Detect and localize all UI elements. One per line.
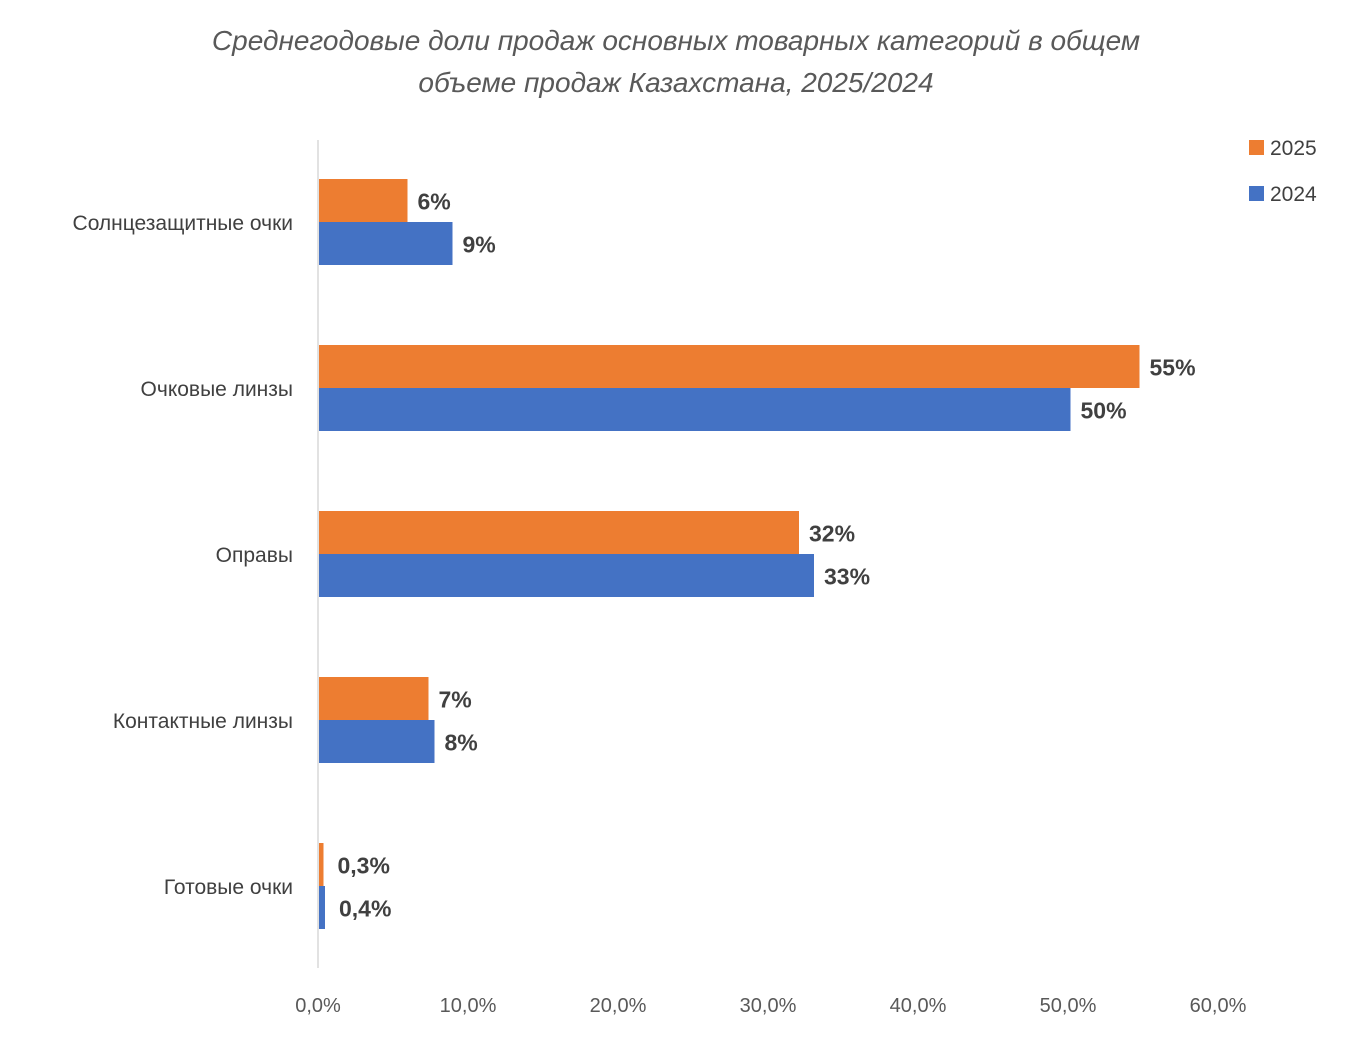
- x-tick-label: 0,0%: [295, 995, 341, 1017]
- data-label-2025: 0,3%: [338, 853, 390, 879]
- data-label-2024: 0,4%: [339, 896, 391, 922]
- legend-swatch-2024: [1249, 186, 1264, 201]
- chart-title-line-2: объеме продаж Казахстана, 2025/2024: [418, 67, 933, 98]
- x-tick-label: 50,0%: [1040, 995, 1097, 1017]
- bar-2024: [319, 388, 1071, 431]
- bar-2024: [319, 720, 435, 763]
- category-label: Оправы: [216, 544, 293, 567]
- data-label-2024: 9%: [463, 232, 496, 258]
- category-label: Солнцезащитные очки: [73, 212, 293, 235]
- data-label-2025: 7%: [439, 687, 472, 713]
- legend-label-2025: 2025: [1270, 137, 1317, 160]
- category-label: Готовые очки: [164, 876, 293, 899]
- x-tick-label: 20,0%: [590, 995, 647, 1017]
- bar-2025: [319, 511, 799, 554]
- x-tick-label: 60,0%: [1190, 995, 1247, 1017]
- x-tick-label: 10,0%: [440, 995, 497, 1017]
- bar-2024: [319, 222, 453, 265]
- data-label-2024: 8%: [445, 730, 478, 756]
- bar-2025: [319, 677, 429, 720]
- data-label-2024: 33%: [824, 564, 870, 590]
- bar-2025: [319, 843, 324, 886]
- data-label-2025: 6%: [418, 189, 451, 215]
- x-tick-label: 40,0%: [890, 995, 947, 1017]
- data-label-2025: 55%: [1150, 355, 1196, 381]
- x-tick-label: 30,0%: [740, 995, 797, 1017]
- chart-title-line-1: Среднегодовые доли продаж основных товар…: [212, 25, 1140, 56]
- bar-2024: [319, 554, 814, 597]
- bar-2025: [319, 345, 1140, 388]
- data-label-2024: 50%: [1081, 398, 1127, 424]
- category-label: Контактные линзы: [113, 710, 293, 733]
- data-label-2025: 32%: [809, 521, 855, 547]
- category-label: Очковые линзы: [141, 378, 293, 401]
- bar-2025: [319, 179, 408, 222]
- legend-label-2024: 2024: [1270, 183, 1317, 206]
- bar-2024: [319, 886, 325, 929]
- legend-swatch-2025: [1249, 140, 1264, 155]
